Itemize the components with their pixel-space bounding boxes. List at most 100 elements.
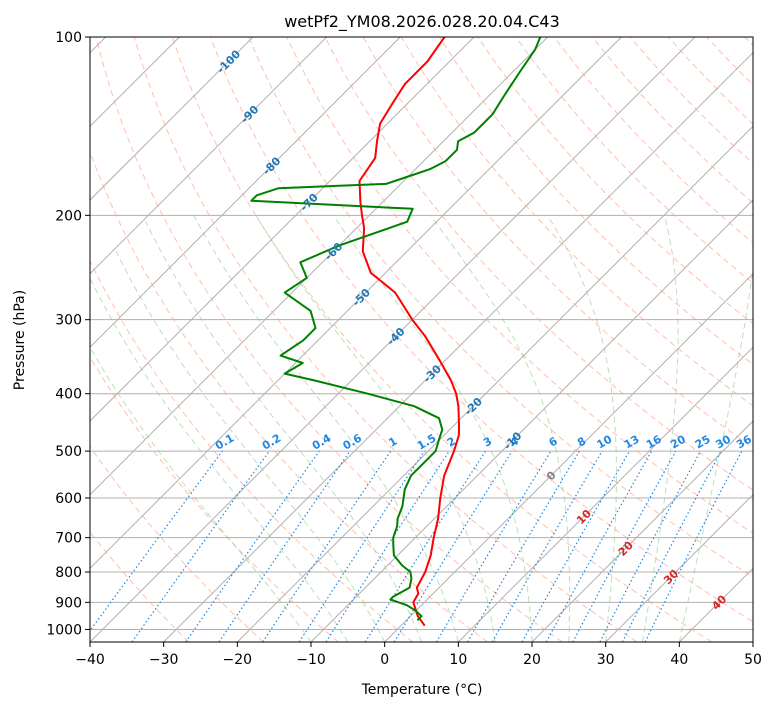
mixing-ratio-line	[298, 450, 425, 642]
axes: 0.1 0.2 0.4 0.6 1 1.5 2 3 4 6 8 10 13 16 20 25 30 36-100-…	[46, 30, 762, 668]
moist-adiabat	[547, 215, 617, 642]
isotherm-gridline	[236, 125, 753, 642]
mixing-ratio-line	[599, 450, 702, 642]
x-tick-label: 50	[744, 652, 762, 668]
mixing-ratio-line	[435, 450, 552, 642]
moist-adiabat	[90, 346, 312, 642]
plot-area	[0, 37, 753, 642]
x-tick-label: −40	[75, 652, 105, 668]
isotherm-label: -90	[238, 103, 261, 126]
isotherm-gridline	[163, 51, 753, 642]
mixing-ratio-line	[185, 450, 320, 642]
dry-adiabat	[210, 37, 753, 623]
moist-adiabat	[90, 277, 349, 642]
y-tick-label: 900	[55, 595, 82, 611]
mixing-ratio-label: 16	[644, 432, 664, 451]
isotherm-gridline	[90, 37, 328, 275]
mixing-ratio-label: 1.5	[415, 432, 438, 453]
isotherm-gridline	[90, 37, 254, 201]
dry-adiabat	[553, 37, 753, 244]
dry-adiabat	[515, 37, 753, 284]
isotherm-gridline	[752, 641, 753, 642]
moist-adiabat	[332, 215, 533, 642]
dry-adiabat	[90, 356, 339, 642]
mixing-ratio-label: 3	[481, 435, 494, 450]
isotherm-gridline	[531, 420, 753, 642]
isotherm-gridline	[90, 37, 549, 496]
mixing-ratio-label: 8	[575, 435, 588, 450]
y-tick-label: 100	[55, 30, 82, 46]
dry-adiabat	[706, 37, 753, 86]
dewpoint-profile	[250, 37, 542, 622]
dry-adiabat	[668, 37, 753, 125]
isotherm-gridline	[310, 199, 753, 642]
isotherm-gridline	[90, 37, 696, 642]
mixing-ratio-line	[131, 450, 270, 642]
moist-adiabat	[642, 215, 679, 642]
temperature-profile	[358, 37, 460, 627]
mixing-ratio-line	[521, 450, 631, 642]
mixing-ratio-label: 10	[595, 432, 615, 451]
x-axis-label: Temperature (°C)	[361, 682, 483, 698]
isotherm-gridline	[678, 567, 753, 642]
y-axis-label: Pressure (hPa)	[12, 290, 28, 390]
mixing-ratio-line	[466, 450, 580, 642]
mixing-ratio-label: 36	[734, 432, 754, 451]
y-tick-label: 400	[55, 387, 82, 403]
isotherm-gridline	[605, 493, 753, 642]
plot-frame	[89, 36, 754, 643]
y-tick-label: 300	[55, 313, 82, 329]
tan-guide-curve	[0, 37, 61, 642]
isotherm-gridline	[384, 272, 753, 642]
isotherm-gridline	[90, 37, 475, 422]
mixing-ratio-line	[90, 450, 223, 632]
moist-adiabat	[115, 251, 386, 642]
dry-adiabat	[133, 37, 638, 642]
mixing-ratio-line	[364, 450, 486, 642]
mixing-ratio-label: 0.1	[213, 432, 236, 453]
x-tick-label: 10	[449, 652, 467, 668]
mixing-ratio-line	[218, 450, 351, 642]
mixing-ratio-line	[393, 450, 513, 642]
isotherm-gridline	[90, 37, 401, 349]
y-tick-label: 600	[55, 491, 82, 507]
dry-adiabat	[324, 37, 753, 491]
moist-adiabat	[145, 221, 422, 642]
mixing-ratio-line	[572, 450, 677, 642]
y-tick-label: 200	[55, 208, 82, 224]
dry-adiabat	[90, 531, 190, 642]
moist-adiabat	[678, 264, 753, 642]
isotherm-label: -70	[298, 191, 321, 214]
dry-adiabat	[90, 150, 488, 642]
moist-adiabat	[430, 215, 571, 642]
x-tick-label: 40	[670, 652, 688, 668]
mixing-ratio-label: 30	[713, 432, 733, 451]
dry-adiabat	[248, 37, 753, 578]
dry-adiabat	[286, 37, 753, 534]
isotherm-gridline	[90, 37, 622, 570]
mixing-ratio-line	[545, 450, 653, 642]
mixing-ratio-label: 0.4	[310, 431, 334, 452]
isotherm-label: -100	[215, 47, 244, 76]
mixing-ratio-label: 6	[547, 434, 560, 449]
isotherm-label: -80	[260, 154, 283, 177]
y-tick-label: 1000	[46, 622, 82, 638]
y-tick-label: 700	[55, 531, 82, 547]
y-tick-label: 800	[55, 565, 82, 581]
mixing-ratio-line	[644, 450, 743, 642]
mixing-ratio-label: 1	[386, 435, 399, 450]
x-tick-label: 0	[380, 652, 389, 668]
mixing-ratio-label: 25	[693, 433, 713, 452]
x-tick-label: 30	[597, 652, 615, 668]
mixing-ratio-label: 13	[622, 433, 642, 452]
dry-adiabat	[90, 259, 414, 642]
y-tick-label: 500	[55, 444, 82, 460]
x-tick-label: −30	[149, 652, 179, 668]
mixing-ratio-line	[325, 450, 450, 642]
mixing-ratio-label: 0.6	[341, 431, 365, 452]
dry-adiabat	[95, 37, 563, 642]
x-tick-label: 20	[523, 652, 541, 668]
chart-title: wetPf2_YM08.2026.028.20.04.C43	[284, 12, 560, 32]
mixing-ratio-line	[262, 450, 392, 642]
